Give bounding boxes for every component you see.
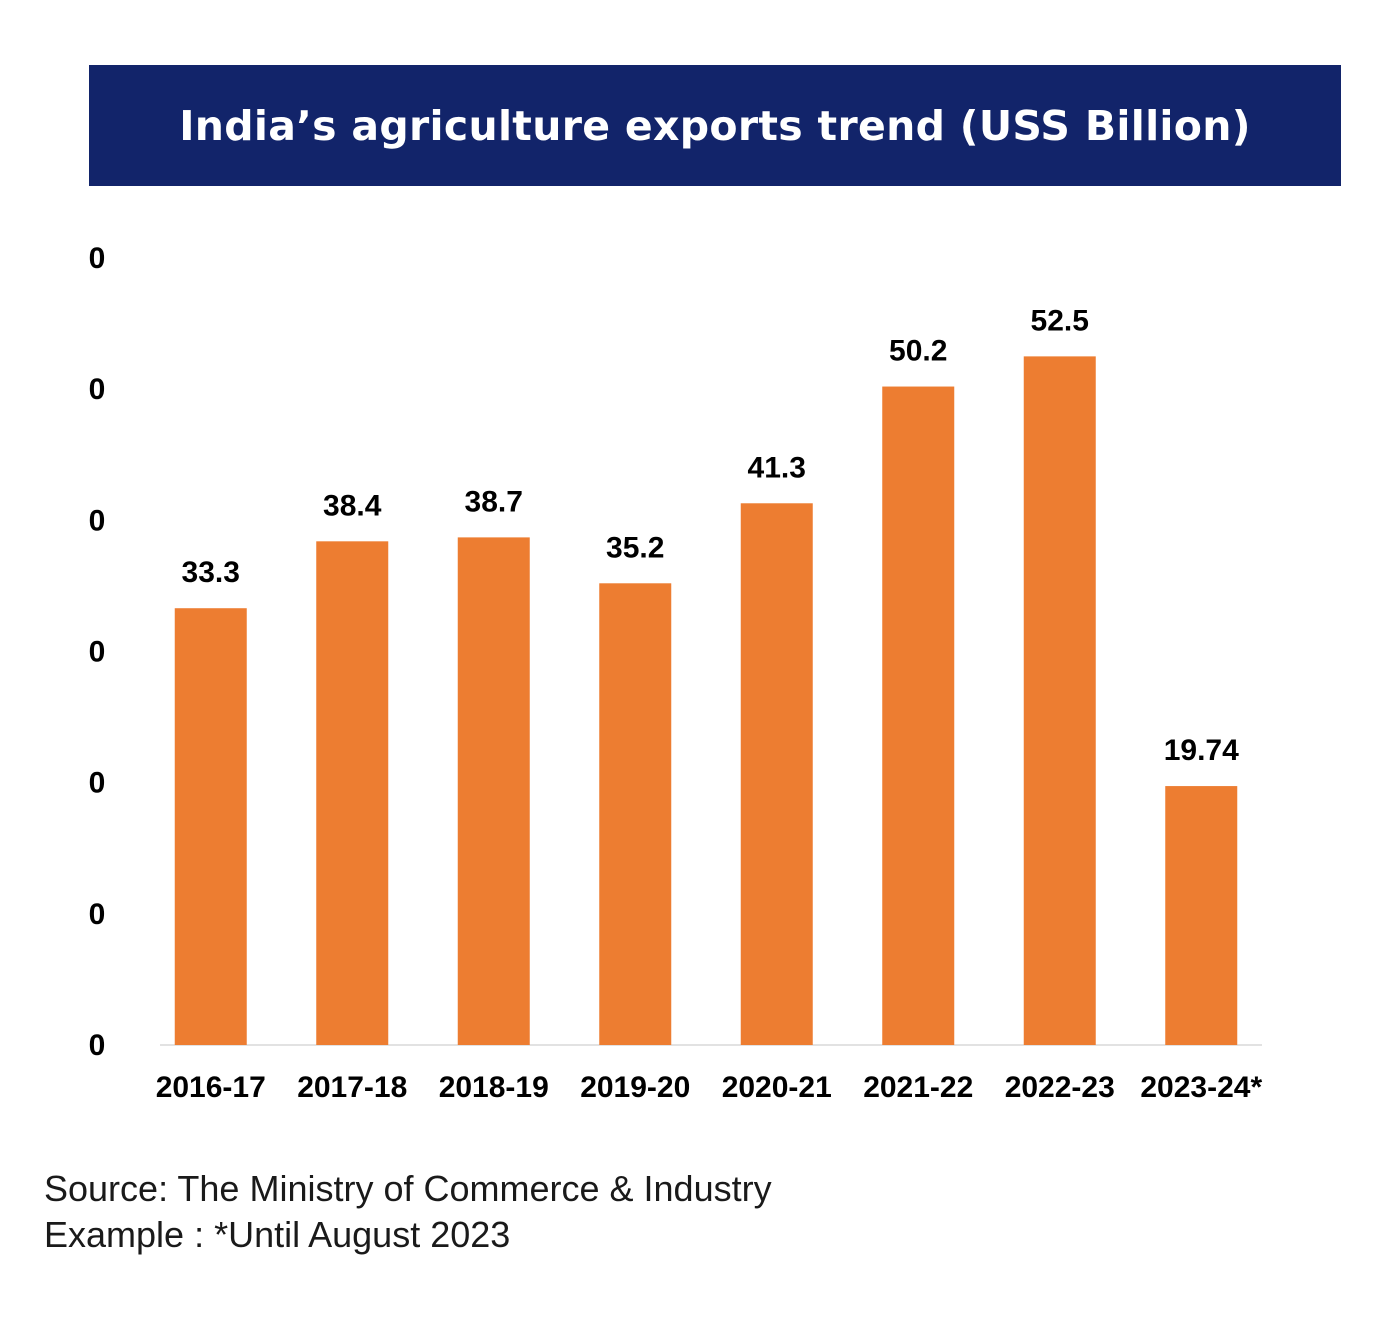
y-tick-label: 0	[89, 767, 106, 800]
y-tick-label: 0	[89, 898, 106, 931]
title-banner: India’s agriculture exports trend (USS B…	[89, 65, 1341, 186]
x-tick-label: 2019-20	[580, 1071, 690, 1104]
data-label: 19.74	[1164, 734, 1239, 767]
x-tick-label: 2021-22	[863, 1071, 973, 1104]
data-label: 38.4	[323, 489, 382, 522]
data-label: 38.7	[465, 485, 523, 518]
x-tick-label: 2017-18	[297, 1071, 407, 1104]
bar	[316, 541, 389, 1045]
data-label: 50.2	[889, 335, 947, 368]
y-tick-label: 0	[89, 504, 106, 537]
data-label: 41.3	[748, 451, 806, 484]
y-tick-label: 0	[89, 1029, 106, 1062]
bar	[1165, 786, 1238, 1045]
x-tick-label: 2018-19	[439, 1071, 549, 1104]
x-axis-ticks: 2016-17 2017-18 2018-19 2019-20 2020-21 2021-…	[156, 1071, 1263, 1104]
y-axis-ticks: 0 0 0 0 0 0 0	[89, 242, 106, 1062]
y-tick-label: 0	[89, 373, 106, 406]
data-label: 52.5	[1031, 304, 1089, 337]
bar	[882, 386, 955, 1045]
bars	[174, 356, 1238, 1045]
x-tick-label: 2016-17	[156, 1071, 266, 1104]
data-label: 33.3	[182, 556, 240, 589]
footnote: Example : *Until August 2023	[44, 1214, 511, 1255]
data-labels: 33.3 38.4 38.7 35.2 41.3 50.2 52.5 19.74	[182, 304, 1240, 767]
x-tick-label: 2020-21	[722, 1071, 832, 1104]
x-tick-label: 2023-24*	[1140, 1071, 1262, 1104]
bar	[740, 503, 813, 1045]
bar	[599, 583, 672, 1045]
x-tick-label: 2022-23	[1005, 1071, 1115, 1104]
y-tick-label: 0	[89, 636, 106, 669]
y-tick-label: 0	[89, 242, 106, 275]
data-label: 35.2	[606, 531, 664, 564]
source-note: Source: The Ministry of Commerce & Indus…	[44, 1168, 772, 1209]
bar	[174, 608, 247, 1045]
bar	[457, 537, 530, 1045]
bar	[1023, 356, 1096, 1045]
chart-title: India’s agriculture exports trend (USS B…	[179, 101, 1251, 150]
